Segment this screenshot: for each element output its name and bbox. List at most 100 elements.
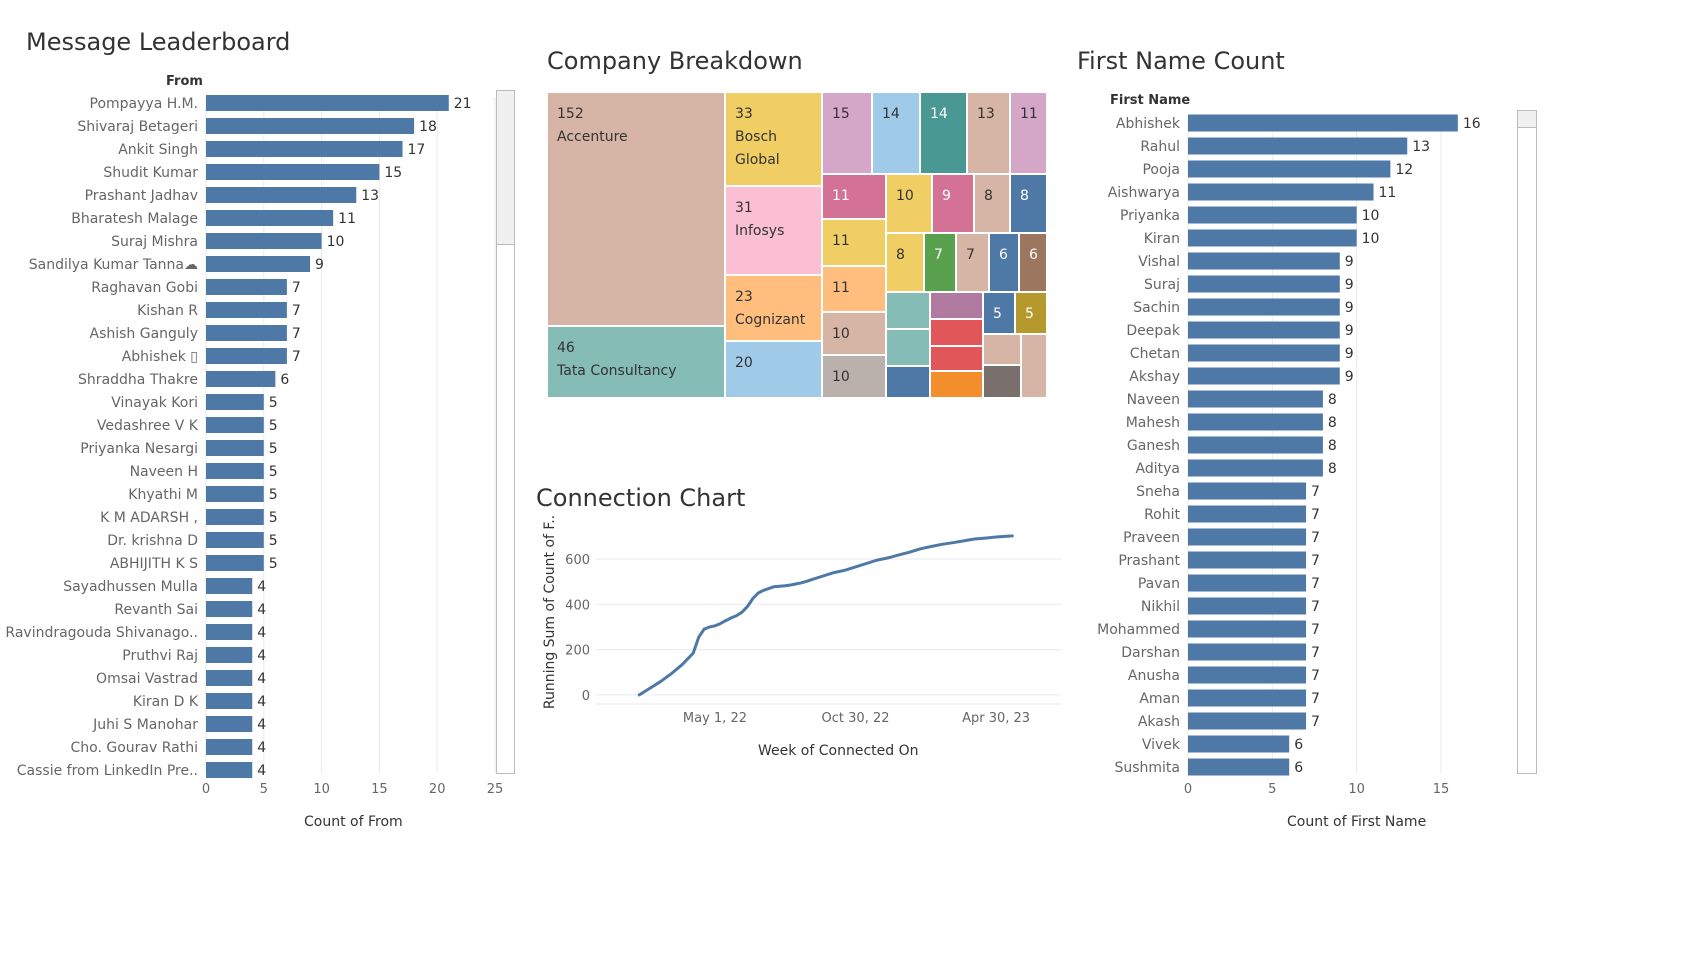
treemap-cell-tata-consultancy[interactable]: 46 Tata Consultancy	[547, 326, 725, 398]
bar	[206, 118, 415, 134]
treemap-label: Infosys	[735, 223, 785, 239]
treemap-cell[interactable]: 6	[989, 233, 1019, 292]
row-label: Sachin	[1133, 300, 1180, 316]
bar-value-label: 13	[361, 188, 379, 204]
treemap-cell[interactable]: 11	[822, 174, 886, 219]
bar-value-label: 7	[1311, 668, 1320, 684]
bar-value-label: 7	[292, 349, 301, 365]
row-label: Mohammed	[1097, 622, 1180, 638]
leaderboard-title: Message Leaderboard	[26, 28, 291, 56]
bar	[1188, 735, 1290, 753]
treemap-cell-bosch-global[interactable]: 33 Bosch Global	[725, 92, 822, 186]
bar	[1188, 114, 1458, 132]
bar-value-label: 5	[269, 487, 278, 503]
treemap-cell[interactable]: 15	[822, 92, 872, 174]
y-tick-label: 0	[582, 689, 590, 704]
row-label: Shudit Kumar	[103, 165, 198, 181]
treemap-cell[interactable]	[930, 346, 983, 371]
bar-value-label: 9	[1345, 254, 1354, 270]
treemap-value: 10	[832, 326, 850, 342]
treemap-cell[interactable]	[983, 365, 1021, 398]
running-sum-line	[637, 534, 1014, 697]
bar	[206, 256, 311, 272]
treemap-cell[interactable]	[886, 329, 930, 366]
row-label: ABHIJITH K S	[110, 556, 198, 572]
x-tick-label: 15	[1433, 782, 1450, 797]
bar	[1188, 160, 1391, 178]
treemap-value: 8	[984, 188, 993, 204]
row-label: Dr. krishna D	[107, 533, 198, 549]
bar-value-label: 5	[269, 556, 278, 572]
bar	[1188, 551, 1307, 569]
x-tick-label: Oct 30, 22	[822, 711, 890, 726]
treemap-cell[interactable]: 14	[920, 92, 967, 174]
treemap-cell[interactable]	[983, 334, 1021, 365]
treemap-cell[interactable]: 20	[725, 341, 822, 398]
row-label: Naveen	[1127, 392, 1180, 408]
treemap-cell[interactable]: 13	[967, 92, 1010, 174]
treemap-cell[interactable]: 6	[1019, 233, 1047, 292]
bar-value-label: 4	[257, 763, 266, 779]
treemap-cell[interactable]: 7	[924, 233, 956, 292]
treemap-cell[interactable]: 11	[822, 219, 886, 266]
bar	[206, 440, 264, 456]
treemap-value: 14	[882, 106, 900, 122]
first-name-scrollbar[interactable]	[1517, 110, 1537, 774]
treemap-cell[interactable]: 5	[983, 292, 1015, 334]
row-label: Raghavan Gobi	[91, 280, 198, 296]
x-tick-label: 20	[429, 782, 446, 797]
bar	[1188, 390, 1323, 408]
bar	[206, 601, 253, 617]
bar	[1188, 275, 1340, 293]
bar	[1188, 643, 1307, 661]
treemap-cell[interactable]: 5	[1015, 292, 1047, 334]
bar	[206, 325, 287, 341]
row-label: Praveen	[1123, 530, 1180, 546]
treemap-cell-accenture[interactable]: 152 Accenture	[547, 92, 725, 326]
first-name-x-axis-title: Count of First Name	[1287, 814, 1427, 830]
connection-y-axis-title: Running Sum of Count of F..	[542, 514, 558, 710]
treemap-cell[interactable]: 10	[886, 174, 932, 233]
leaderboard-scrollbar-thumb[interactable]	[497, 91, 514, 245]
treemap-value: 11	[1020, 106, 1038, 122]
treemap-value: 152	[557, 106, 584, 122]
treemap-cell[interactable]: 8	[886, 233, 924, 292]
treemap-cell[interactable]	[886, 366, 930, 398]
treemap-cell[interactable]	[1021, 334, 1047, 398]
treemap-cell[interactable]: 7	[956, 233, 989, 292]
treemap-cell[interactable]: 10	[822, 312, 886, 355]
bar	[206, 739, 253, 755]
treemap-cell[interactable]	[930, 319, 983, 346]
bar	[1188, 298, 1340, 316]
bar-value-label: 7	[1311, 691, 1320, 707]
treemap-cell-cognizant[interactable]: 23 Cognizant	[725, 275, 822, 341]
bar	[206, 670, 253, 686]
row-label: Suraj Mishra	[111, 234, 198, 250]
bar	[206, 417, 264, 433]
treemap-cell[interactable]: 11	[1010, 92, 1047, 174]
treemap-value: 7	[966, 247, 975, 263]
treemap-value: 11	[832, 280, 850, 296]
x-tick-label: 5	[260, 782, 268, 797]
bar	[206, 693, 253, 709]
treemap-cell[interactable]: 9	[932, 174, 974, 233]
treemap-cell[interactable]	[886, 292, 930, 329]
treemap-cell[interactable]	[930, 371, 983, 398]
row-label: Shivaraj Betageri	[77, 119, 198, 135]
row-label: Vinayak Kori	[111, 395, 198, 411]
bar	[1188, 666, 1307, 684]
treemap-value: 10	[896, 188, 914, 204]
treemap-cell[interactable]: 11	[822, 266, 886, 312]
bar	[206, 486, 264, 502]
treemap-cell[interactable]: 8	[1010, 174, 1047, 233]
leaderboard-scrollbar[interactable]	[496, 90, 515, 774]
treemap-cell[interactable]: 14	[872, 92, 920, 174]
treemap-cell-infosys[interactable]: 31 Infosys	[725, 186, 822, 275]
treemap-cell[interactable]: 8	[974, 174, 1010, 233]
bar-value-label: 15	[384, 165, 402, 181]
company-breakdown-title: Company Breakdown	[547, 47, 803, 75]
bar	[1188, 482, 1307, 500]
treemap-cell[interactable]: 10	[822, 355, 886, 398]
treemap-cell[interactable]	[930, 292, 983, 319]
first-name-scrollbar-thumb[interactable]	[1518, 111, 1536, 128]
